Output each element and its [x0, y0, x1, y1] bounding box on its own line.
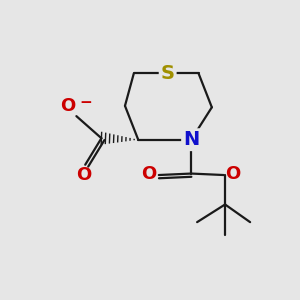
Text: O: O — [76, 166, 92, 184]
Text: −: − — [79, 95, 92, 110]
Text: N: N — [183, 130, 199, 149]
Text: O: O — [225, 165, 240, 183]
Text: S: S — [161, 64, 175, 83]
Text: O: O — [60, 97, 75, 115]
Text: O: O — [141, 165, 157, 183]
